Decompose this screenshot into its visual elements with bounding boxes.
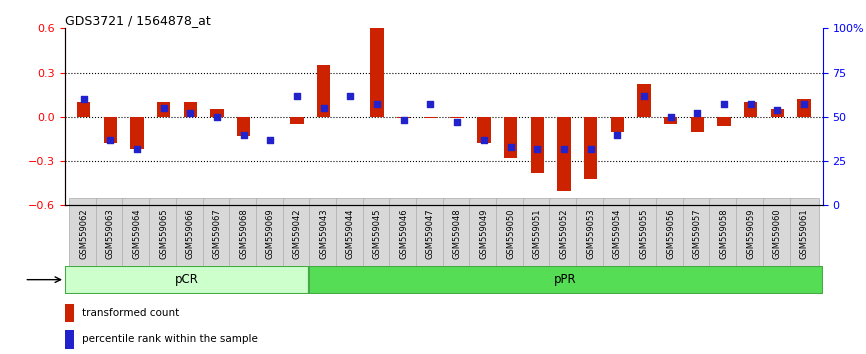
Point xyxy=(771,107,785,113)
Text: pPR: pPR xyxy=(554,273,577,286)
Bar xyxy=(531,117,544,173)
Point xyxy=(157,105,171,111)
Point xyxy=(584,146,598,152)
Bar xyxy=(557,117,571,190)
Point xyxy=(210,114,224,120)
Point xyxy=(744,102,758,107)
Bar xyxy=(371,28,384,117)
Bar xyxy=(65,304,74,322)
Bar xyxy=(637,84,650,117)
Bar xyxy=(584,117,598,179)
Bar xyxy=(77,102,90,117)
Text: percentile rank within the sample: percentile rank within the sample xyxy=(81,334,257,344)
Point xyxy=(103,137,117,143)
Point xyxy=(797,102,811,107)
Bar xyxy=(104,117,117,143)
Point xyxy=(637,93,651,98)
Point xyxy=(236,132,250,137)
Point xyxy=(717,102,731,107)
Point xyxy=(663,114,677,120)
Text: pCR: pCR xyxy=(175,273,198,286)
Bar xyxy=(717,117,731,126)
Point xyxy=(344,93,358,98)
Bar xyxy=(237,117,250,136)
Point xyxy=(130,146,144,152)
Bar xyxy=(308,266,823,294)
Bar xyxy=(184,102,197,117)
Bar xyxy=(798,99,811,117)
Bar xyxy=(210,109,223,117)
Point xyxy=(317,105,331,111)
Bar xyxy=(744,102,758,117)
Bar xyxy=(317,65,331,117)
Point xyxy=(423,102,437,107)
Point xyxy=(504,144,518,150)
Bar xyxy=(157,102,171,117)
Point xyxy=(611,132,624,137)
Bar xyxy=(65,266,308,294)
Text: transformed count: transformed count xyxy=(81,308,179,318)
Point xyxy=(397,118,410,123)
Point xyxy=(450,119,464,125)
Bar xyxy=(611,117,624,132)
Point xyxy=(477,137,491,143)
Point xyxy=(290,93,304,98)
Bar xyxy=(690,117,704,132)
Point xyxy=(690,110,704,116)
Point xyxy=(184,110,197,116)
Bar xyxy=(290,117,304,124)
Bar xyxy=(130,117,144,149)
Bar xyxy=(397,117,410,118)
Bar xyxy=(450,117,464,118)
Bar xyxy=(65,330,74,349)
Bar xyxy=(771,109,784,117)
Text: GDS3721 / 1564878_at: GDS3721 / 1564878_at xyxy=(65,14,210,27)
Bar xyxy=(423,117,437,118)
Bar xyxy=(664,117,677,124)
Point xyxy=(557,146,571,152)
Bar xyxy=(477,117,490,143)
Point xyxy=(530,146,544,152)
Bar xyxy=(504,117,517,158)
Point xyxy=(77,96,91,102)
Point xyxy=(263,137,277,143)
Point xyxy=(370,102,384,107)
